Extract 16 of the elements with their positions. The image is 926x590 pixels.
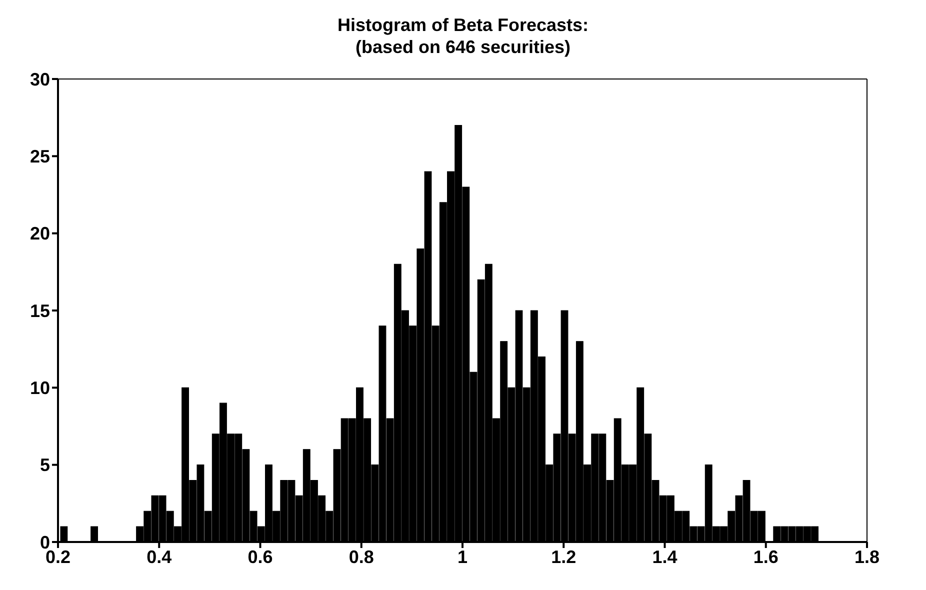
chart-subtitle: (based on 646 securities) xyxy=(354,36,572,58)
y-tick-label: 5 xyxy=(40,455,50,476)
x-tick-label: 0.6 xyxy=(248,546,273,567)
x-tick-label: 0.8 xyxy=(348,546,374,567)
y-tick-label: 30 xyxy=(30,69,50,90)
x-tick-label: 1.4 xyxy=(652,546,678,567)
x-tick-label: 1 xyxy=(457,546,468,567)
y-tick-label: 10 xyxy=(30,378,50,398)
x-tick-label: 1.8 xyxy=(854,546,880,567)
y-tick-label: 15 xyxy=(30,300,50,321)
y-tick-label: 25 xyxy=(30,146,50,167)
x-tick-label: 0.4 xyxy=(146,546,172,567)
chart-title: Histogram of Beta Forecasts: xyxy=(336,14,590,36)
x-tick-label: 1.2 xyxy=(551,546,576,567)
y-tick-label: 20 xyxy=(30,224,50,244)
x-tick-label: 1.6 xyxy=(753,546,778,567)
